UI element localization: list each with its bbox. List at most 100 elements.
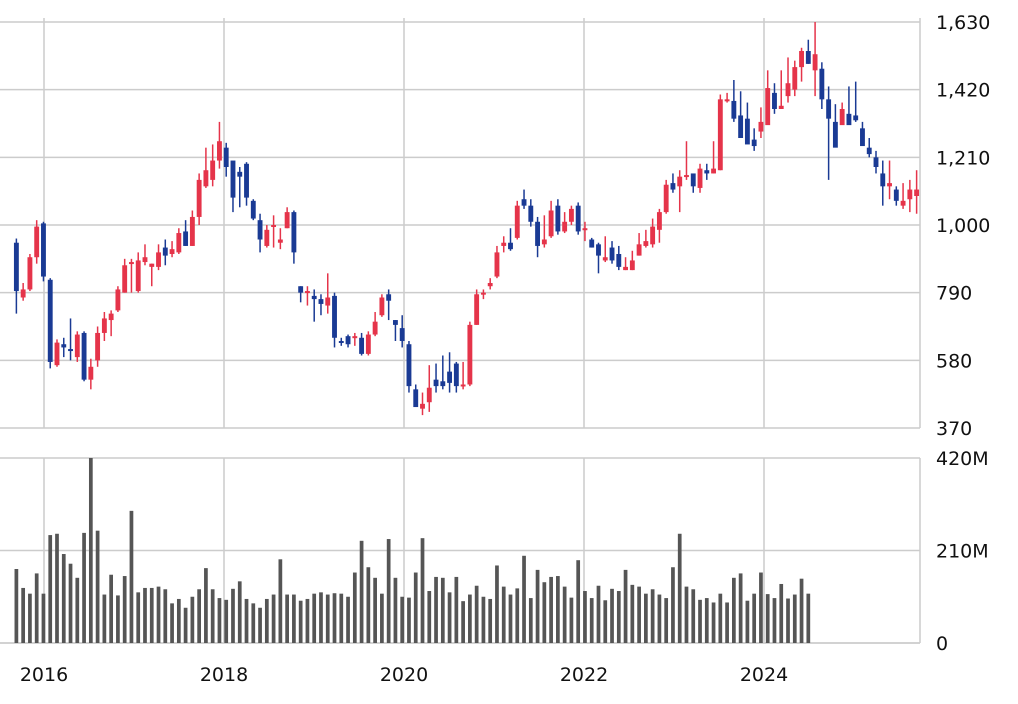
candle <box>41 221 46 282</box>
candle <box>61 337 67 358</box>
candle-body <box>812 54 818 71</box>
volume-bar <box>319 592 323 643</box>
candle-body <box>535 221 541 246</box>
candle-body <box>839 109 845 126</box>
candle-body <box>47 279 53 362</box>
volume-bar <box>407 597 411 643</box>
candle <box>68 318 73 361</box>
candle <box>338 337 344 346</box>
candle <box>582 221 588 242</box>
volume-bar <box>725 602 729 643</box>
candle <box>562 212 568 234</box>
candle-body <box>738 115 744 138</box>
volume-bar <box>102 594 107 643</box>
volume-bar <box>278 559 283 643</box>
x-tick-label: 2018 <box>200 664 248 686</box>
candle-body <box>501 242 507 246</box>
candle-body <box>217 141 222 161</box>
candle <box>650 218 656 248</box>
candle-body <box>555 205 561 232</box>
candle-body <box>873 157 879 167</box>
volume-bar <box>603 600 608 643</box>
volume-tick-label: 420M <box>936 448 989 470</box>
candle-body <box>413 389 419 408</box>
volume-bar <box>204 568 208 643</box>
volume-bar <box>481 596 486 643</box>
price-tick-label: 370 <box>936 418 972 440</box>
candle-body <box>169 249 175 254</box>
candle-body <box>914 189 920 196</box>
candle-body <box>521 199 527 206</box>
volume-bar <box>698 599 702 643</box>
candle-body <box>751 139 757 147</box>
volume-bar <box>197 589 201 643</box>
candle-body <box>379 297 385 316</box>
candle-body <box>717 99 723 171</box>
candle-body <box>460 384 466 387</box>
candle-body <box>440 381 446 387</box>
axis-labels: 2016 2018 2020 2022 2024 370 580 790 1,000 1,210 1… <box>20 12 991 686</box>
candle <box>196 173 202 225</box>
candle <box>636 233 642 256</box>
candle <box>54 339 60 367</box>
candle <box>20 283 26 301</box>
price-tick-label: 790 <box>936 283 972 305</box>
candle-body <box>744 118 750 145</box>
candle-body <box>433 379 439 387</box>
candle-body <box>332 295 337 338</box>
volume-bar <box>616 591 621 643</box>
candle-body <box>135 260 141 292</box>
candle <box>521 189 527 209</box>
price-tick-label: 1,000 <box>936 215 990 237</box>
volume-bar <box>779 583 784 643</box>
candle <box>765 70 771 126</box>
candle-body <box>122 265 128 293</box>
candle <box>467 321 473 387</box>
candle <box>176 228 182 254</box>
volume-bar <box>630 584 635 643</box>
candle <box>81 331 87 382</box>
volume-bar <box>704 598 709 643</box>
volume-bar <box>732 577 736 643</box>
volume-bar <box>373 577 377 643</box>
candle <box>149 263 155 287</box>
candle-body <box>731 100 737 119</box>
volume-bar <box>711 602 716 643</box>
volume-bar <box>305 598 310 643</box>
candle-body <box>514 205 520 238</box>
candle <box>602 236 608 263</box>
candle <box>447 352 453 393</box>
candle-body <box>548 210 554 237</box>
candle-body <box>426 387 432 403</box>
candle-body <box>609 247 615 261</box>
candle <box>758 107 764 138</box>
candle <box>183 220 189 246</box>
volume-bar <box>34 573 39 643</box>
volume-bar <box>136 592 141 643</box>
candle-body <box>602 257 608 261</box>
candle-body <box>149 263 155 267</box>
candle-body <box>467 324 473 385</box>
volume-bar <box>298 600 303 643</box>
candle <box>474 289 480 325</box>
candle <box>345 334 351 348</box>
candle-body <box>792 67 798 90</box>
candle-body <box>846 113 852 126</box>
candle-body <box>271 225 277 227</box>
volume-bar <box>677 533 682 643</box>
volume-bar <box>264 598 269 643</box>
volume-bar <box>129 510 134 643</box>
candle-body <box>223 147 229 167</box>
candle-body <box>887 183 892 187</box>
candle <box>271 215 277 248</box>
candle-body <box>338 341 344 343</box>
candle <box>440 355 446 390</box>
candle <box>623 257 629 271</box>
volume-bar <box>508 594 513 643</box>
candle-body <box>365 334 371 354</box>
candle <box>568 205 574 225</box>
volume-bar <box>237 581 242 643</box>
candle <box>656 208 662 243</box>
candle <box>785 57 791 103</box>
volume-bar <box>156 586 161 643</box>
